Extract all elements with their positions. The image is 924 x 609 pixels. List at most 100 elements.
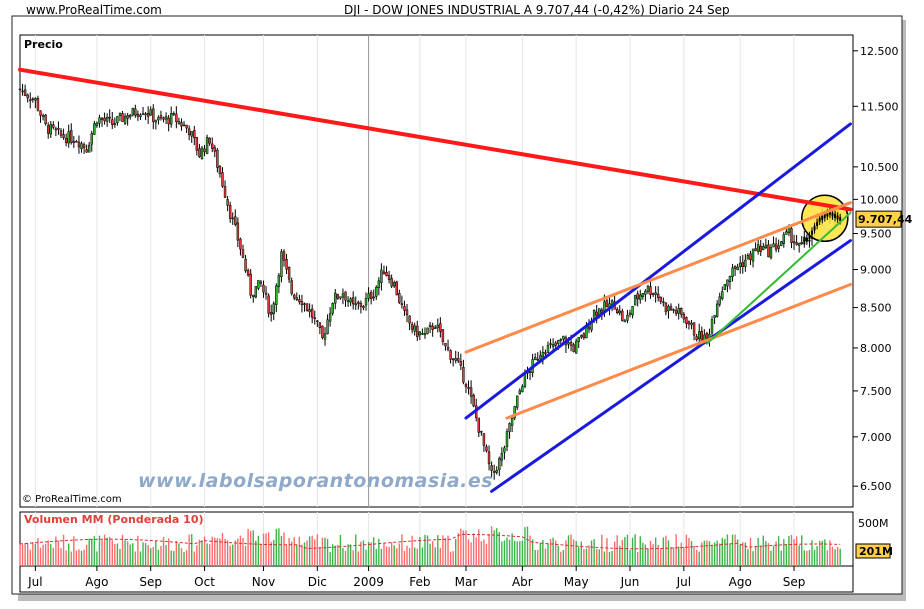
x-tick-label: Sep [139, 575, 162, 589]
candle-body [362, 305, 365, 309]
candle-body [208, 137, 211, 144]
candle-body [649, 286, 652, 296]
candle-body [739, 262, 742, 267]
candle-body [408, 315, 411, 324]
candle-body [669, 306, 673, 311]
candle-body [544, 352, 547, 355]
candle-body [218, 165, 222, 174]
candle-body [95, 122, 99, 126]
candle-body [803, 240, 806, 245]
candle-body [105, 117, 109, 122]
candle-body [767, 244, 770, 258]
candle-body [62, 134, 65, 138]
candle-body [139, 114, 142, 118]
copyright-label: © ProRealTime.com [22, 494, 122, 505]
candle-body [203, 148, 206, 153]
candle-body [692, 322, 696, 336]
candle-body [715, 303, 719, 317]
volume-ma-line [19, 533, 841, 550]
candle-body [516, 395, 519, 408]
candle-body [644, 290, 647, 295]
candle-body [126, 115, 129, 119]
candle-body [695, 336, 698, 340]
candle-body [41, 115, 45, 117]
candle-body [185, 124, 188, 129]
candle-body [808, 235, 811, 240]
candle-body [144, 113, 147, 116]
candle-body [213, 147, 217, 152]
candle-body [559, 339, 563, 341]
candle-body [308, 309, 311, 313]
candle-body [439, 323, 442, 332]
candle-body [387, 274, 391, 280]
candle-body [633, 295, 637, 306]
candle-body [172, 113, 175, 115]
candle-body [790, 228, 793, 243]
candle-body [262, 284, 265, 293]
candle-body [546, 345, 550, 353]
candle-body [372, 296, 375, 299]
candle-body [357, 301, 360, 304]
candle-body [316, 320, 319, 323]
candle-body [57, 128, 60, 130]
candle-body [654, 292, 657, 295]
candle-body [785, 231, 788, 235]
candle-body [18, 88, 22, 91]
candle-body [782, 234, 786, 244]
candle-body [182, 124, 186, 127]
candle-body [656, 293, 660, 298]
candle-body [454, 358, 457, 361]
candle-body [136, 113, 140, 117]
candle-body [754, 248, 757, 252]
candle-body [459, 361, 463, 366]
candle-body [551, 344, 555, 347]
candle-body [77, 141, 81, 148]
candle-body [416, 325, 419, 337]
candle-body [457, 358, 460, 362]
candle-body [216, 149, 219, 168]
candle-body [434, 327, 437, 330]
candle-body [36, 98, 40, 111]
candle-body [54, 128, 58, 131]
candle-body [293, 294, 296, 299]
candle-body [426, 327, 429, 334]
candle-body [674, 310, 678, 314]
y-tick-label: 10.500 [860, 161, 899, 174]
brand-label: www.ProRealTime.com [26, 3, 162, 17]
candle-body [72, 141, 76, 143]
candle-body [44, 114, 47, 125]
candle-body [641, 293, 645, 297]
candle-body [149, 109, 152, 116]
candle-body [70, 130, 73, 143]
candle-body [834, 213, 837, 218]
y-tick-label: 11.500 [860, 100, 899, 113]
candle-body [334, 292, 337, 304]
candle-body [587, 326, 591, 330]
candle-body [574, 340, 578, 354]
candle-body [682, 313, 686, 320]
candle-body [177, 121, 181, 124]
candle-body [813, 226, 816, 231]
candle-body [449, 350, 452, 360]
candle-body [85, 149, 88, 153]
candle-body [410, 324, 414, 330]
x-tick-label: Nov [252, 575, 275, 589]
candle-body [26, 94, 29, 99]
y-tick-label: 12.500 [860, 45, 899, 58]
candle-body [354, 303, 357, 306]
trendline-channel-blue [490, 239, 852, 493]
candle-body [295, 297, 299, 300]
candle-body [431, 325, 434, 330]
trendline-channel-blue [464, 122, 852, 420]
candle-body [567, 342, 570, 345]
candle-body [777, 245, 780, 249]
candle-body [492, 471, 496, 473]
candle-body [628, 312, 632, 315]
candle-body [154, 120, 158, 123]
candle-body [562, 335, 565, 340]
candle-body [129, 115, 132, 118]
candle-body [680, 308, 683, 315]
candle-body [774, 243, 778, 250]
